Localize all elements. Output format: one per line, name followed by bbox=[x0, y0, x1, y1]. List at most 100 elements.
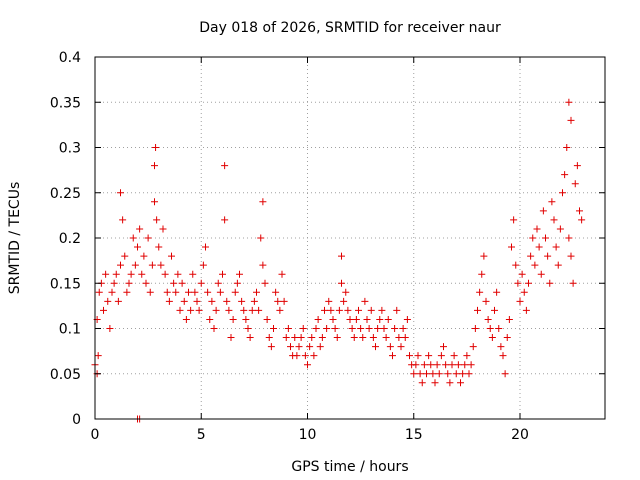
data-point bbox=[136, 225, 144, 233]
data-point bbox=[548, 198, 556, 206]
data-point bbox=[263, 315, 271, 323]
data-point bbox=[465, 370, 473, 378]
data-point bbox=[403, 315, 411, 323]
data-point bbox=[418, 379, 426, 387]
data-point bbox=[321, 306, 328, 314]
data-point bbox=[412, 361, 420, 369]
data-point bbox=[529, 234, 537, 242]
data-point bbox=[559, 189, 566, 197]
data-point bbox=[340, 297, 348, 305]
data-point bbox=[246, 334, 254, 342]
data-point bbox=[476, 288, 484, 296]
data-point bbox=[355, 306, 362, 314]
data-point bbox=[123, 288, 131, 296]
data-point bbox=[467, 361, 475, 369]
data-point bbox=[414, 352, 422, 360]
y-axis-tick-labels: 0 0.05 0.1 0.15 0.2 0.25 0.3 0.35 0.4 bbox=[50, 50, 81, 428]
data-point bbox=[367, 306, 375, 314]
data-point bbox=[242, 315, 250, 323]
data-point bbox=[131, 261, 139, 269]
data-point bbox=[212, 306, 220, 314]
data-point bbox=[165, 297, 173, 305]
data-point bbox=[369, 334, 377, 342]
data-point bbox=[316, 343, 324, 351]
data-point bbox=[386, 343, 394, 351]
data-point bbox=[304, 361, 311, 369]
data-point bbox=[250, 297, 258, 305]
data-point bbox=[395, 334, 403, 342]
data-point bbox=[117, 189, 124, 197]
data-point bbox=[374, 325, 382, 332]
data-point bbox=[425, 352, 433, 360]
data-point bbox=[174, 270, 182, 278]
data-point bbox=[348, 325, 356, 332]
data-point bbox=[119, 216, 127, 224]
data-point bbox=[427, 361, 435, 369]
data-point bbox=[221, 216, 229, 224]
data-point bbox=[533, 225, 541, 233]
data-point bbox=[204, 288, 212, 296]
data-point bbox=[199, 261, 207, 269]
data-point bbox=[178, 279, 186, 287]
data-point bbox=[573, 162, 581, 170]
data-point bbox=[210, 325, 218, 332]
data-point bbox=[503, 334, 511, 342]
data-point bbox=[331, 325, 339, 332]
data-point bbox=[469, 343, 477, 351]
data-point bbox=[202, 243, 209, 251]
data-point bbox=[223, 297, 231, 305]
data-point bbox=[189, 270, 197, 278]
data-point bbox=[567, 252, 575, 260]
data-point bbox=[94, 352, 102, 360]
data-point bbox=[452, 370, 460, 378]
data-point bbox=[278, 270, 286, 278]
data-point bbox=[291, 334, 299, 342]
data-point bbox=[114, 297, 122, 305]
data-point bbox=[431, 379, 439, 387]
data-point bbox=[299, 325, 307, 332]
data-point bbox=[170, 279, 178, 287]
data-point bbox=[478, 270, 486, 278]
data-point bbox=[457, 379, 464, 387]
grid bbox=[95, 57, 605, 419]
data-point bbox=[556, 225, 564, 233]
data-point bbox=[155, 243, 163, 251]
data-point bbox=[352, 315, 360, 323]
data-point bbox=[323, 325, 331, 332]
data-point bbox=[344, 306, 352, 314]
data-point bbox=[293, 352, 301, 360]
data-point bbox=[153, 216, 161, 224]
x-tick-label: 10 bbox=[299, 427, 317, 443]
data-point bbox=[146, 288, 154, 296]
data-point bbox=[276, 306, 284, 314]
data-point bbox=[461, 361, 469, 369]
y-tick-label: 0.3 bbox=[59, 141, 81, 157]
data-point bbox=[329, 315, 337, 323]
data-point bbox=[567, 116, 575, 124]
data-point bbox=[270, 325, 277, 332]
data-point bbox=[378, 306, 386, 314]
data-point bbox=[95, 288, 103, 296]
data-point bbox=[121, 252, 129, 260]
y-axis-title: SRMTID / TECUs bbox=[7, 182, 23, 295]
data-point bbox=[410, 370, 418, 378]
data-point bbox=[206, 315, 214, 323]
data-point bbox=[259, 261, 267, 269]
data-point bbox=[216, 288, 224, 296]
data-point bbox=[382, 334, 390, 342]
data-point bbox=[406, 352, 413, 360]
y-tick-label: 0.15 bbox=[50, 276, 81, 292]
data-point bbox=[208, 297, 216, 305]
data-point bbox=[514, 279, 522, 287]
data-point bbox=[342, 288, 350, 296]
data-point bbox=[280, 297, 288, 305]
data-point bbox=[384, 315, 392, 323]
data-point bbox=[308, 334, 316, 342]
data-point bbox=[463, 352, 471, 360]
data-point bbox=[537, 270, 545, 278]
data-point bbox=[486, 325, 494, 332]
data-point bbox=[484, 315, 492, 323]
data-point bbox=[233, 279, 241, 287]
data-point bbox=[488, 334, 496, 342]
y-tick-label: 0.05 bbox=[50, 367, 81, 383]
